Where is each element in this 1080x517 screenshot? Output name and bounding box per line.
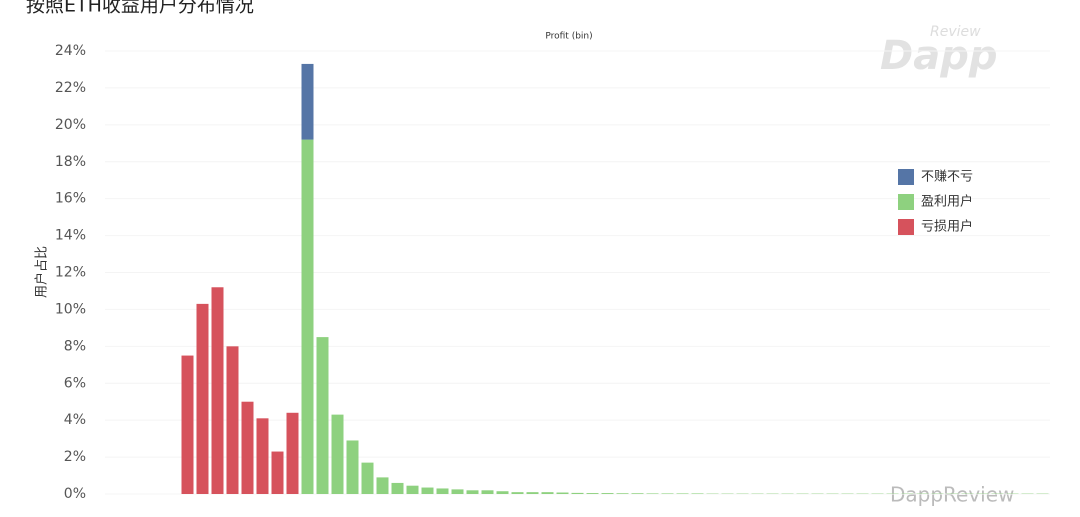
y-tick-label: 4% xyxy=(64,412,86,428)
bar xyxy=(241,401,254,494)
bar xyxy=(406,485,419,494)
y-tick-label: 22% xyxy=(55,80,86,96)
bar xyxy=(631,493,644,494)
bar xyxy=(286,412,299,494)
bar xyxy=(376,477,389,494)
y-axis-label: 用户占比 xyxy=(34,246,50,298)
bar xyxy=(196,303,209,494)
bar xyxy=(301,63,314,140)
bar xyxy=(421,487,434,494)
bar xyxy=(211,287,224,494)
legend-label: 不赚不亏 xyxy=(921,169,973,185)
y-tick-label: 8% xyxy=(64,338,86,354)
bar xyxy=(586,493,599,494)
bar xyxy=(616,493,629,494)
legend-swatch xyxy=(898,194,914,210)
bar xyxy=(526,492,539,494)
bar xyxy=(661,493,674,494)
axis-title: Profit (bin) xyxy=(545,32,592,42)
bar xyxy=(181,355,194,494)
y-tick-label: 2% xyxy=(64,449,86,465)
y-tick-label: 14% xyxy=(55,228,86,244)
bar xyxy=(571,492,584,494)
bar xyxy=(271,451,284,494)
bar xyxy=(226,346,239,494)
legend-label: 盈利用户 xyxy=(921,194,973,210)
y-tick-label: 24% xyxy=(55,43,86,59)
chart-title: 按照ETH收益用户分布情况 xyxy=(26,0,254,17)
legend-label: 亏损用户 xyxy=(921,219,973,235)
bar xyxy=(301,139,314,494)
y-tick-label: 0% xyxy=(64,486,86,502)
bar xyxy=(601,493,614,494)
bar xyxy=(481,490,494,494)
y-tick-label: 18% xyxy=(55,154,86,170)
bar xyxy=(361,462,374,494)
bar xyxy=(691,493,704,494)
bar xyxy=(676,493,689,494)
y-tick-label: 10% xyxy=(55,301,86,317)
legend-swatch xyxy=(898,219,914,235)
bar xyxy=(541,492,554,494)
bar xyxy=(436,488,449,494)
y-tick-label: 16% xyxy=(55,191,86,207)
bar xyxy=(331,414,344,494)
bar xyxy=(391,482,404,494)
y-tick-label: 20% xyxy=(55,117,86,133)
bar xyxy=(256,418,269,494)
legend-swatch xyxy=(898,169,914,185)
logo-small: Review xyxy=(930,24,981,40)
logo-main: Dapp xyxy=(880,33,997,79)
bar xyxy=(346,440,359,494)
y-tick-label: 6% xyxy=(64,375,86,391)
y-tick-label: 12% xyxy=(55,265,86,281)
bar xyxy=(451,489,464,494)
bar xyxy=(466,490,479,494)
bar xyxy=(496,491,509,494)
bar xyxy=(511,492,524,494)
bar xyxy=(556,492,569,494)
bar xyxy=(316,337,329,494)
bar xyxy=(646,493,659,494)
